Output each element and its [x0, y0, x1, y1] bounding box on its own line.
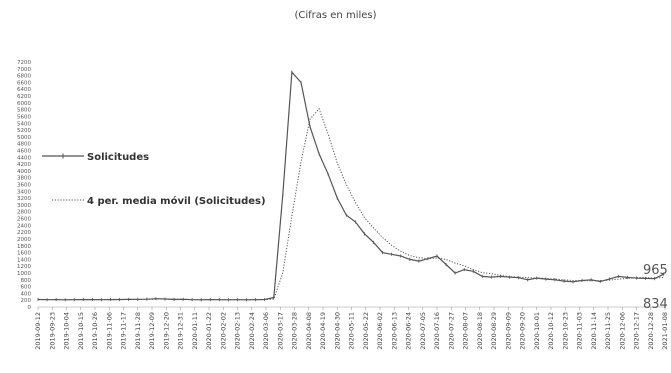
x-tick-label: 2020-04-08: [305, 312, 313, 350]
y-tick-label: 6000: [17, 101, 31, 107]
y-tick-label: 0: [28, 305, 32, 311]
x-tick-label: 2020-06-24: [405, 312, 413, 350]
x-tick-label: 2020-12-28: [647, 312, 655, 350]
x-tick-label: 2020-10-23: [561, 312, 569, 350]
solicitudes-line: [37, 70, 664, 301]
y-tick-label: 200: [21, 298, 32, 304]
y-tick-label: 2600: [17, 217, 31, 223]
legend-label-moving-average: 4 per. media móvil (Solicitudes): [87, 195, 266, 207]
y-tick-label: 3200: [17, 196, 31, 202]
y-tick-label: 1800: [17, 244, 31, 250]
y-tick-label: 1400: [17, 257, 31, 263]
x-tick-label: 2019-12-20: [162, 312, 170, 350]
y-tick-label: 5800: [17, 108, 31, 114]
y-tick-label: 1000: [17, 271, 31, 277]
y-tick-label: 4800: [17, 142, 31, 148]
x-tick-label: 2019-10-15: [77, 312, 85, 350]
x-tick-label: 2020-11-03: [576, 312, 584, 350]
y-tick-label: 400: [21, 291, 32, 297]
y-tick-label: 1600: [17, 251, 31, 257]
x-tick-label: 2020-02-13: [234, 312, 242, 350]
y-tick-label: 3600: [17, 183, 31, 189]
y-tick-label: 4000: [17, 169, 31, 175]
x-tick-label: 2020-06-13: [390, 312, 398, 350]
x-tick-label: 2019-12-31: [177, 312, 185, 350]
x-tick-label: 2020-11-14: [590, 312, 598, 350]
y-tick-label: 7000: [17, 67, 31, 73]
y-tick-label: 1200: [17, 264, 31, 270]
x-tick-label: 2020-12-17: [633, 312, 641, 350]
x-tick-label: 2020-08-29: [490, 312, 498, 350]
x-tick-label: 2020-01-22: [205, 312, 213, 350]
y-tick-label: 6600: [17, 80, 31, 86]
y-tick-label: 7200: [17, 60, 31, 66]
x-tick-label: 2020-09-20: [519, 312, 527, 350]
x-tick-label: 2019-11-06: [105, 312, 113, 350]
series-moving-average: [65, 107, 664, 301]
x-tick-label: 2020-05-11: [348, 312, 356, 350]
x-tick-label: 2019-10-04: [63, 312, 71, 350]
x-tick-label: 2019-09-23: [48, 312, 56, 350]
series-solicitudes: [37, 70, 665, 302]
y-tick-label: 5400: [17, 121, 31, 127]
x-tick-label: 2020-12-06: [618, 312, 626, 350]
y-tick-label: 800: [21, 278, 32, 284]
end-label-834: 834: [643, 297, 668, 312]
x-tick-label: 2020-09-09: [504, 312, 512, 350]
x-tick-label: 2019-10-26: [91, 312, 99, 350]
x-tick-label: 2020-07-05: [419, 312, 427, 350]
x-tick-label: 2020-07-16: [433, 312, 441, 350]
x-tick-label: 2020-04-19: [319, 312, 327, 350]
x-tick-label: 2020-11-25: [604, 312, 612, 350]
y-tick-label: 2400: [17, 223, 31, 229]
y-tick-label: 6800: [17, 74, 31, 80]
x-tick-label: 2020-02-02: [219, 312, 227, 350]
y-tick-label: 4400: [17, 155, 31, 161]
x-tick-label: 2020-07-27: [447, 312, 455, 350]
x-tick-label: 2020-10-01: [533, 312, 541, 350]
moving-average-line: [65, 107, 664, 301]
y-tick-label: 4600: [17, 148, 31, 154]
x-tick-label: 2019-11-28: [134, 312, 142, 350]
y-tick-label: 6400: [17, 87, 31, 93]
x-tick-label: 2020-06-02: [376, 312, 384, 350]
y-axis: 0200400600800100012001400160018002000220…: [17, 60, 32, 311]
x-tick-label: 2020-03-17: [276, 312, 284, 350]
y-tick-label: 5200: [17, 128, 31, 134]
y-tick-label: 3400: [17, 189, 31, 195]
y-tick-label: 2000: [17, 237, 31, 243]
x-tick-label: 2020-08-18: [476, 312, 484, 350]
y-tick-label: 6200: [17, 94, 31, 100]
y-tick-label: 5000: [17, 135, 31, 141]
x-axis: 2019-09-12 2019-09-23 2019-10-04 2019-10-15…: [34, 306, 669, 350]
legend: Solicitudes 4 per. media móvil (Solicitu…: [42, 152, 266, 207]
x-tick-label: 2021-01-08: [661, 312, 669, 350]
chart-subtitle: (Cifras en miles): [294, 10, 377, 21]
y-tick-label: 2200: [17, 230, 31, 236]
y-tick-label: 3800: [17, 176, 31, 182]
y-tick-label: 5600: [17, 114, 31, 120]
end-label-965: 965: [643, 263, 668, 278]
x-tick-label: 2020-02-24: [248, 312, 256, 350]
y-tick-label: 2800: [17, 210, 31, 216]
x-tick-label: 2019-09-12: [34, 312, 42, 350]
legend-label-solicitudes: Solicitudes: [87, 152, 149, 163]
x-tick-label: 2020-01-11: [191, 312, 199, 350]
x-tick-label: 2020-08-07: [462, 312, 470, 350]
x-tick-label: 2020-03-28: [291, 312, 299, 350]
x-tick-label: 2020-10-12: [547, 312, 555, 350]
x-tick-label: 2020-03-06: [262, 312, 270, 350]
x-tick-label: 2020-04-30: [333, 312, 341, 350]
x-tick-label: 2019-11-17: [120, 312, 128, 350]
y-tick-label: 4200: [17, 162, 31, 168]
y-tick-label: 600: [21, 285, 32, 291]
x-tick-label: 2020-05-22: [362, 312, 370, 350]
y-tick-label: 3000: [17, 203, 31, 209]
x-tick-label: 2019-12-09: [148, 312, 156, 350]
